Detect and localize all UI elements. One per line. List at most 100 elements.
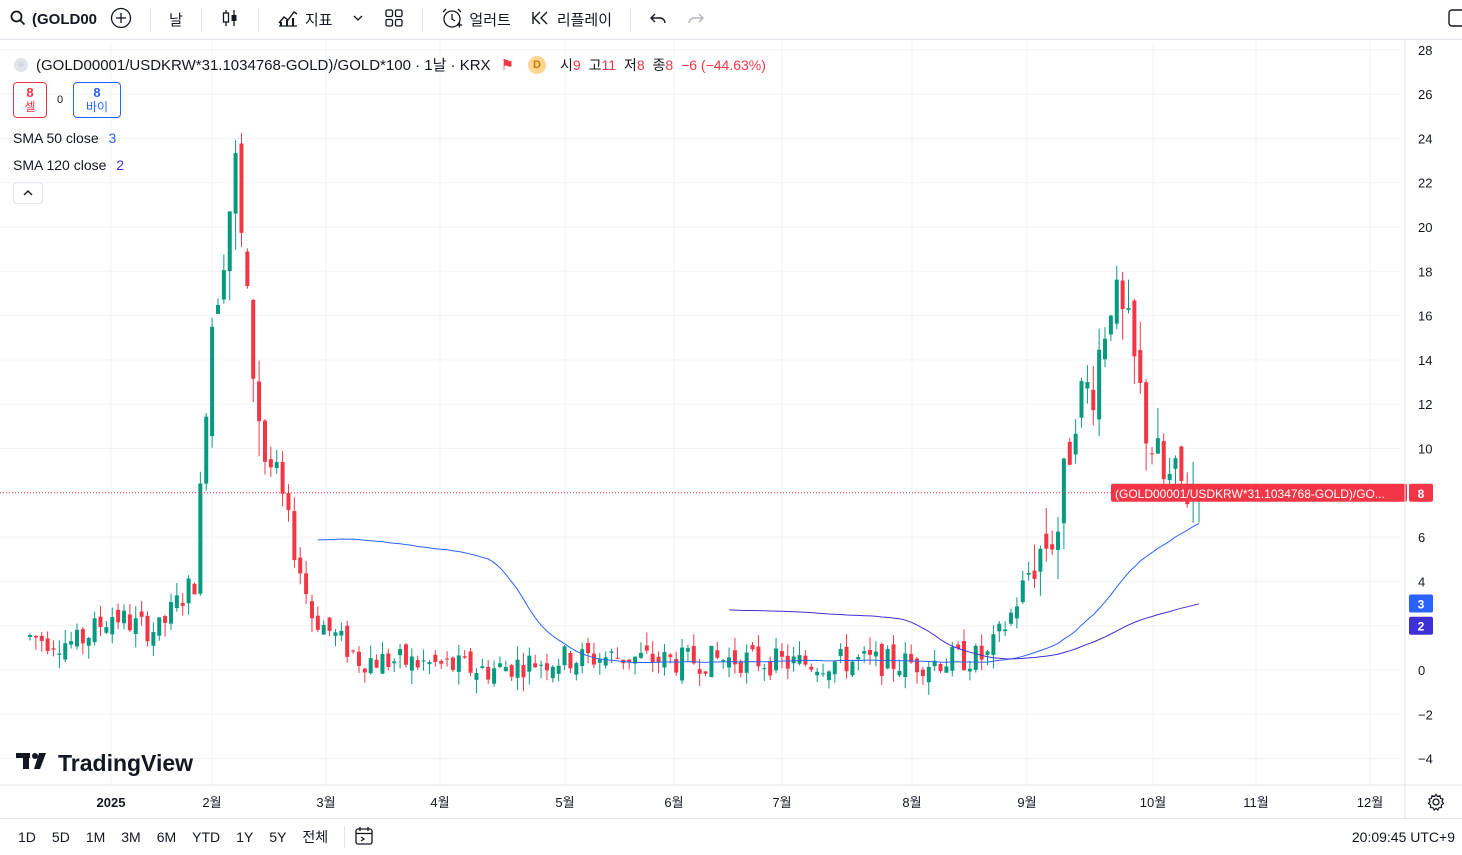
goto-date-button[interactable] <box>353 825 375 850</box>
flag-icon[interactable]: ⚑ <box>500 56 515 74</box>
data-status-badge[interactable]: D <box>528 55 547 74</box>
candle-body <box>815 671 820 676</box>
buy-sell-panel: 8 셀 0 8 바이 <box>13 82 121 118</box>
fullscreen-button[interactable] <box>1448 0 1462 40</box>
sma-50-legend[interactable]: SMA 50 close 3 <box>13 130 116 146</box>
redo-button[interactable] <box>677 0 715 40</box>
layouts-button[interactable] <box>374 0 414 40</box>
sma-120-legend[interactable]: SMA 120 close 2 <box>13 157 124 173</box>
collapse-legend-button[interactable] <box>13 182 43 204</box>
time-tick-label: 10월 <box>1140 795 1166 810</box>
candle-body <box>116 609 121 623</box>
top-toolbar: (GOLD00 날 지표 얼러트 <box>0 0 1462 40</box>
candle-body <box>274 462 279 469</box>
candle-body <box>74 629 79 647</box>
price-tick-label: 4 <box>1418 574 1425 589</box>
candle-body <box>774 648 779 671</box>
candle-body <box>580 649 585 667</box>
range-1d[interactable]: 1D <box>18 829 36 845</box>
symbol-search-button[interactable]: (GOLD00 <box>0 0 100 40</box>
candle-body <box>480 666 485 669</box>
undo-button[interactable] <box>639 0 677 40</box>
indicators-button[interactable]: 지표 <box>267 0 343 40</box>
candle-body <box>967 668 972 672</box>
candle-body <box>28 635 32 637</box>
settings-gear-icon[interactable] <box>1427 793 1445 816</box>
candle-body <box>486 666 491 680</box>
timezone-clock[interactable]: 20:09:45 UTC+9 <box>1351 829 1455 845</box>
square-icon <box>1448 8 1462 32</box>
plus-circle-icon <box>110 7 132 33</box>
candle-body <box>885 648 890 669</box>
compare-button[interactable] <box>100 0 142 40</box>
candle-body <box>509 665 514 677</box>
buy-button[interactable]: 8 바이 <box>73 82 121 118</box>
series-name-badge-text: (GOLD00001/USDKRW*31.1034768-GOLD)/GO... <box>1115 487 1385 501</box>
price-tick-label: −4 <box>1418 752 1433 767</box>
candle-body <box>873 651 878 657</box>
range-5d[interactable]: 5D <box>51 829 70 845</box>
series-title[interactable]: (GOLD00001/USDKRW*31.1034768-GOLD)/GOLD*… <box>36 57 491 74</box>
price-tick-label: 22 <box>1418 176 1432 191</box>
sell-button[interactable]: 8 셀 <box>13 82 47 118</box>
candle-body <box>280 462 285 494</box>
divider <box>150 7 151 32</box>
candle-body <box>497 663 502 667</box>
candle-body <box>251 299 256 379</box>
candle-body <box>1114 279 1119 324</box>
range-6m[interactable]: 6M <box>156 829 177 845</box>
range-all[interactable]: 전체 <box>302 829 329 845</box>
tradingview-logo[interactable]: TradingView <box>16 750 193 777</box>
indicators-icon <box>277 8 299 32</box>
candle-body <box>738 661 743 673</box>
candle-body <box>574 663 579 675</box>
alert-button[interactable]: 얼러트 <box>431 0 520 40</box>
candle-body <box>744 652 749 673</box>
time-tick-label: 9월 <box>1017 795 1036 810</box>
candle-body <box>838 648 843 657</box>
price-scale: 282624222018161412106420−2−4 <box>1418 43 1433 767</box>
time-tick-label: 12월 <box>1357 795 1383 810</box>
range-5y[interactable]: 5Y <box>269 829 287 845</box>
redo-icon <box>687 10 705 30</box>
candle-body <box>1009 612 1014 624</box>
range-3m[interactable]: 3M <box>121 829 141 845</box>
candle-body <box>92 618 97 643</box>
indicators-dropdown[interactable] <box>342 0 374 40</box>
open-label: 시 <box>560 56 573 73</box>
candle-body <box>973 645 978 670</box>
chart-type-button[interactable] <box>210 0 250 40</box>
last-price-badge-text: 8 <box>1418 487 1425 501</box>
last-price-badge <box>1409 483 1433 502</box>
candle-body <box>644 645 649 651</box>
candle-body <box>139 611 144 617</box>
search-icon <box>10 10 26 30</box>
range-1y[interactable]: 1Y <box>236 829 254 845</box>
candle-body <box>650 653 655 663</box>
candle-body <box>239 143 244 233</box>
candle-body <box>298 557 303 574</box>
candle-body <box>544 663 549 671</box>
range-1m[interactable]: 1M <box>85 829 106 845</box>
candle-body <box>685 648 690 652</box>
candle-body <box>562 646 567 666</box>
candle-body <box>879 643 884 677</box>
candle-body <box>897 670 902 676</box>
high-value: 11 <box>601 56 617 73</box>
candle-body <box>944 666 949 673</box>
price-tick-label: 18 <box>1418 264 1432 279</box>
candle-body <box>392 661 397 664</box>
range-ytd[interactable]: YTD <box>192 829 221 845</box>
candle-body <box>1108 315 1113 335</box>
candle-body <box>398 649 403 656</box>
candle-body <box>110 617 115 635</box>
candle-body <box>450 657 455 670</box>
candle-body <box>668 654 673 658</box>
replay-button[interactable]: 리플레이 <box>521 0 622 40</box>
interval-button[interactable]: 날 <box>159 0 193 40</box>
candle-body <box>304 573 309 595</box>
candle-body <box>210 326 215 437</box>
candle-body <box>445 658 450 660</box>
candle-body <box>1044 533 1049 549</box>
